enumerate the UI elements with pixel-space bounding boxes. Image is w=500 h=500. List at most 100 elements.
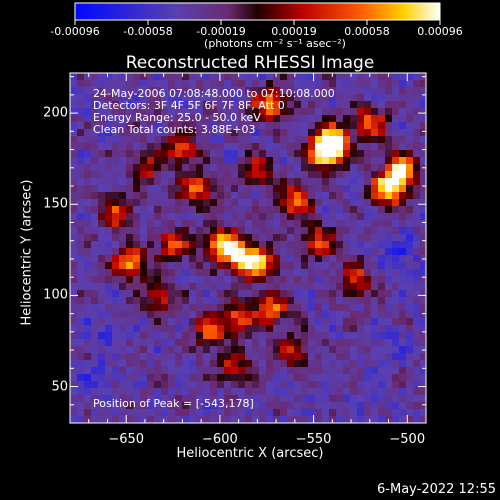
heatmap-cell — [70, 185, 78, 193]
heatmap-cell — [126, 388, 134, 396]
heatmap-cell — [273, 374, 281, 382]
heatmap-cell — [231, 409, 239, 417]
heatmap-cell — [182, 353, 190, 361]
heatmap-cell — [168, 402, 176, 410]
heatmap-cell — [154, 136, 162, 144]
heatmap-cell — [301, 304, 309, 312]
heatmap-cell — [98, 360, 106, 368]
heatmap-cell — [413, 409, 421, 417]
heatmap-cell — [336, 199, 344, 207]
heatmap-cell — [70, 157, 78, 165]
heatmap-cell — [406, 115, 414, 123]
heatmap-cell — [105, 234, 113, 242]
heatmap-cell — [266, 290, 274, 298]
heatmap-cell — [343, 248, 351, 256]
heatmap-cell — [406, 416, 414, 423]
heatmap-cell — [245, 360, 253, 368]
heatmap-cell — [364, 171, 372, 179]
heatmap-cell — [224, 185, 232, 193]
heatmap-cell — [196, 101, 204, 109]
heatmap-cell — [175, 115, 183, 123]
heatmap-cell — [84, 136, 92, 144]
heatmap-cell — [196, 395, 204, 403]
heatmap-cell — [245, 136, 253, 144]
heatmap-cell — [168, 276, 176, 284]
heatmap-cell — [420, 234, 426, 242]
heatmap-cell — [336, 346, 344, 354]
heatmap-cell — [217, 381, 225, 389]
heatmap-cell — [182, 241, 190, 249]
heatmap-cell — [294, 157, 302, 165]
heatmap-cell — [259, 157, 267, 165]
heatmap-cell — [343, 115, 351, 123]
heatmap-cell — [259, 80, 267, 88]
heatmap-cell — [77, 87, 85, 95]
heatmap-cell — [133, 115, 141, 123]
heatmap-cell — [105, 220, 113, 228]
heatmap-cell — [252, 325, 260, 333]
heatmap-cell — [203, 381, 211, 389]
heatmap-cell — [385, 283, 393, 291]
heatmap-cell — [182, 213, 190, 221]
heatmap-cell — [280, 416, 288, 423]
heatmap-cell — [378, 101, 386, 109]
heatmap-cell — [91, 94, 99, 102]
heatmap-cell — [154, 178, 162, 186]
heatmap-cell — [378, 304, 386, 312]
heatmap-cell — [273, 150, 281, 158]
heatmap-cell — [224, 325, 232, 333]
heatmap-cell — [343, 157, 351, 165]
heatmap-cell — [175, 178, 183, 186]
heatmap-cell — [392, 101, 400, 109]
heatmap-cell — [308, 241, 316, 249]
heatmap-cell — [161, 269, 169, 277]
heatmap-cell — [399, 416, 407, 423]
heatmap-cell — [343, 269, 351, 277]
heatmap-cell — [266, 213, 274, 221]
heatmap-cell — [287, 143, 295, 151]
heatmap-cell — [385, 353, 393, 361]
heatmap-cell — [189, 73, 197, 81]
heatmap-cell — [70, 388, 78, 396]
heatmap-cell — [350, 248, 358, 256]
heatmap-cell — [392, 353, 400, 361]
heatmap-cell — [196, 73, 204, 81]
heatmap-cell — [280, 395, 288, 403]
heatmap-cell — [392, 297, 400, 305]
heatmap-cell — [182, 416, 190, 423]
heatmap-cell — [105, 122, 113, 130]
heatmap-cell — [273, 115, 281, 123]
heatmap-cell — [70, 108, 78, 116]
heatmap-cell — [329, 367, 337, 375]
heatmap-cell — [294, 339, 302, 347]
heatmap-cell — [119, 402, 127, 410]
heatmap-cell — [378, 213, 386, 221]
heatmap-cell — [371, 353, 379, 361]
heatmap-cell — [322, 171, 330, 179]
heatmap-cell — [84, 199, 92, 207]
heatmap-cell — [196, 269, 204, 277]
heatmap-cell — [252, 374, 260, 382]
heatmap-cell — [420, 206, 426, 214]
heatmap-cell — [168, 150, 176, 158]
heatmap-cell — [168, 269, 176, 277]
heatmap-cell — [161, 318, 169, 326]
heatmap-cell — [182, 199, 190, 207]
heatmap-cell — [357, 108, 365, 116]
heatmap-cell — [189, 304, 197, 312]
heatmap-cell — [175, 248, 183, 256]
heatmap-cell — [84, 402, 92, 410]
heatmap-cell — [140, 101, 148, 109]
heatmap-cell — [252, 346, 260, 354]
heatmap-cell — [119, 381, 127, 389]
heatmap-cell — [350, 122, 358, 130]
heatmap-cell — [203, 269, 211, 277]
heatmap-cell — [196, 213, 204, 221]
heatmap-cell — [252, 402, 260, 410]
heatmap-cell — [350, 115, 358, 123]
heatmap-cell — [399, 381, 407, 389]
heatmap-cell — [189, 171, 197, 179]
heatmap-cell — [259, 115, 267, 123]
heatmap-cell — [385, 206, 393, 214]
heatmap-cell — [154, 241, 162, 249]
